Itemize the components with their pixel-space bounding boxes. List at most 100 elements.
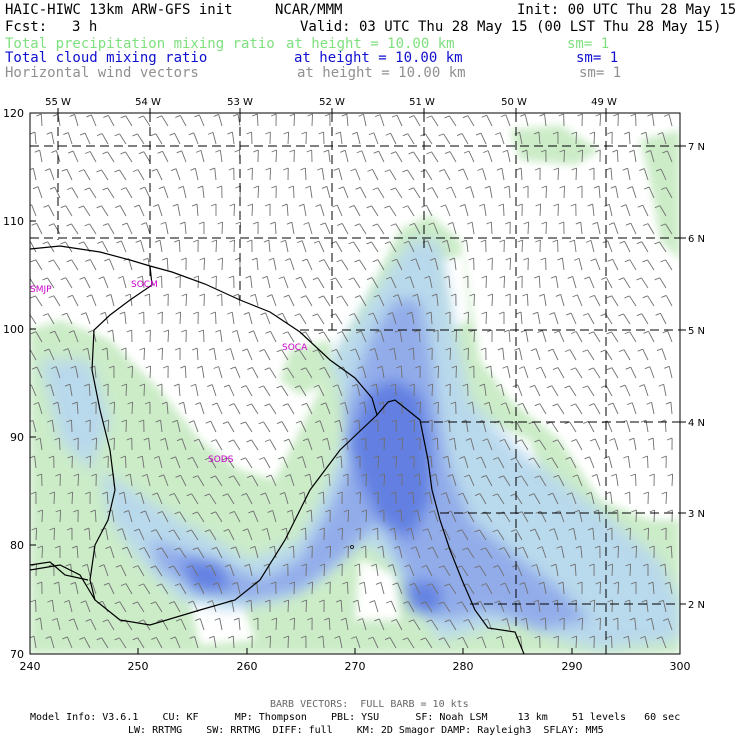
wind-barb — [516, 564, 523, 577]
wind-barb-flag — [440, 204, 446, 208]
wind-barb-flag — [286, 509, 293, 513]
wind-barb-flag — [646, 617, 652, 621]
wind-barb — [587, 421, 595, 433]
wind-barb — [88, 528, 91, 541]
wind-barb-flag — [384, 241, 391, 245]
wind-barb-flag — [522, 293, 528, 297]
wind-barb — [341, 295, 349, 307]
wind-barb — [268, 240, 271, 253]
wind-barb — [305, 331, 313, 343]
wind-barb-flag — [306, 617, 313, 621]
wind-barb — [372, 169, 379, 181]
wind-barb-flag — [427, 347, 433, 351]
wind-barb — [611, 563, 614, 577]
wind-barb — [462, 168, 469, 181]
wind-barb-flag — [589, 635, 595, 639]
wind-barb-flag — [251, 581, 257, 585]
wind-barb — [110, 294, 115, 307]
wind-barb — [464, 204, 469, 217]
field-3-name: Horizontal wind vectors — [5, 65, 199, 81]
wind-barb-flag — [127, 365, 133, 369]
wind-barb-flag — [661, 455, 667, 459]
wind-barb — [72, 295, 79, 307]
wind-barb-flag — [514, 347, 520, 351]
wind-barb-flag — [32, 186, 39, 190]
wind-barb-flag — [300, 367, 306, 371]
wind-barb-flag — [331, 348, 337, 352]
wind-barb-flag — [373, 455, 379, 459]
wind-barb-flag — [277, 312, 283, 316]
wind-barb-flag — [252, 617, 259, 621]
wind-barb — [665, 295, 673, 307]
wind-barb — [66, 312, 73, 325]
wind-barb-flag — [69, 114, 75, 117]
wind-barb-flag — [210, 203, 217, 207]
wind-barb — [575, 439, 583, 451]
wind-barb — [522, 546, 529, 559]
wind-barb-flag — [225, 348, 231, 351]
wind-barb-flag — [63, 599, 70, 603]
wind-barb — [323, 563, 326, 577]
wind-barb — [238, 618, 241, 631]
wind-barb-flag — [300, 295, 307, 299]
wind-barb — [254, 546, 259, 559]
wind-barb — [281, 385, 289, 397]
wind-barb-flag — [530, 348, 537, 352]
wind-barb-flag — [534, 475, 540, 479]
wind-barb-flag — [517, 203, 523, 207]
wind-barb-flag — [281, 527, 287, 531]
wind-barb — [545, 185, 548, 199]
wind-barb — [51, 132, 55, 145]
wind-barb — [90, 619, 97, 631]
wind-barb-flag — [132, 565, 139, 569]
wind-barb — [180, 618, 187, 631]
wind-barb — [569, 385, 577, 397]
wind-barb — [483, 204, 487, 217]
wind-barb — [374, 348, 379, 361]
wind-barb — [486, 115, 493, 127]
wind-barb — [485, 511, 493, 523]
wind-barb — [659, 241, 667, 253]
wind-barb-flag — [601, 276, 607, 280]
wind-barb-flag — [192, 347, 198, 351]
wind-barb-flag — [534, 403, 541, 407]
wind-barb — [48, 348, 55, 361]
wind-barb — [595, 258, 601, 271]
wind-barb — [443, 637, 451, 649]
station-label: SOCA — [282, 343, 308, 353]
wind-barb-flag — [396, 473, 403, 477]
wind-barb-flag — [636, 277, 642, 281]
wind-barb-flag — [636, 241, 642, 245]
wind-barb — [382, 546, 385, 559]
wind-barb-flag — [30, 491, 37, 495]
wind-barb — [430, 311, 433, 325]
wind-barb-flag — [265, 635, 271, 639]
wind-barb-flag — [245, 599, 252, 603]
wind-barb-flag — [145, 365, 151, 369]
wind-barb-flag — [43, 204, 49, 208]
wind-barb-flag — [341, 113, 348, 117]
wind-barb — [411, 312, 415, 325]
wind-barb — [287, 635, 289, 649]
wind-barb-flag — [373, 150, 379, 154]
wind-barb — [448, 276, 451, 289]
wind-barb-flag — [25, 278, 30, 280]
wind-barb-flag — [228, 275, 234, 279]
wind-barb-flag — [229, 203, 235, 207]
wind-barb — [615, 186, 619, 199]
wind-barb-flag — [554, 510, 561, 514]
wind-barb-flag — [613, 113, 619, 117]
wind-barb — [449, 547, 457, 559]
wind-barb — [112, 330, 115, 343]
wind-barb — [623, 277, 631, 289]
wind-barb — [196, 347, 199, 361]
wind-barb-flag — [649, 545, 655, 549]
wind-barb-flag — [499, 239, 505, 243]
wind-barb — [77, 473, 80, 487]
wind-barb-flag — [208, 347, 215, 351]
wind-barb-flag — [228, 403, 235, 406]
wind-barb-flag — [649, 509, 655, 513]
wind-barb-flag — [564, 349, 571, 353]
wind-barb-flag — [376, 365, 383, 369]
wind-barb — [214, 168, 217, 181]
